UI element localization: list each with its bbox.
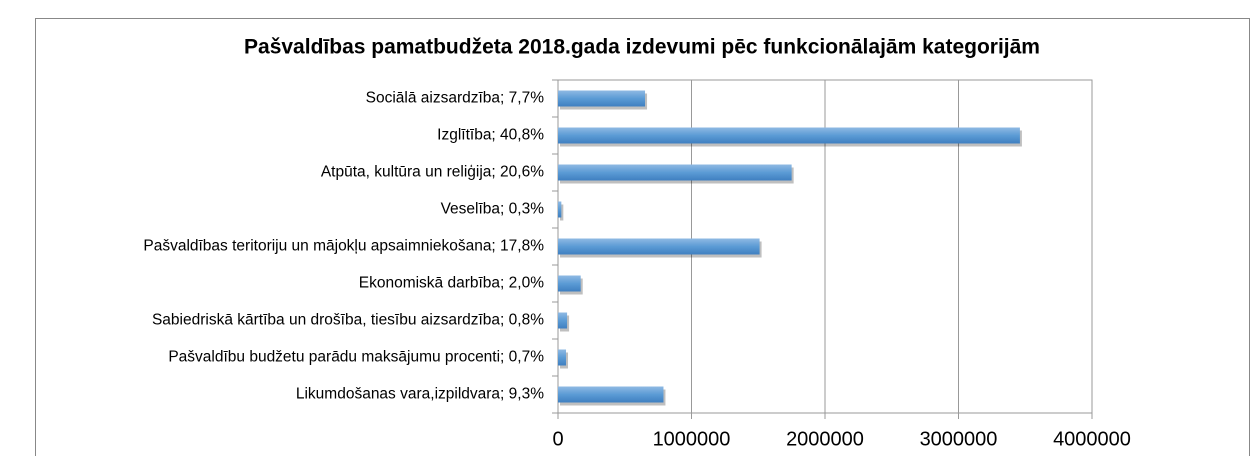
y-tick-label: Sociālā aizsardzība; 7,7%	[366, 90, 545, 107]
x-tick-label: 3000000	[920, 428, 998, 450]
y-tick-label: Likumdošanas vara,izpildvara; 9,3%	[296, 386, 544, 403]
bar-shadow	[560, 204, 564, 221]
bar	[558, 386, 664, 403]
y-tick-label: Pašvaldības teritoriju un mājokļu apsaim…	[143, 238, 544, 255]
chart-title: Pašvaldības pamatbudžeta 2018.gada izdev…	[244, 36, 1040, 59]
bar	[558, 90, 646, 107]
x-tick-label: 4000000	[1053, 428, 1131, 450]
x-tick-label: 2000000	[786, 428, 864, 450]
bar	[558, 275, 581, 292]
y-tick-label: Atpūta, kultūra un reliģija; 20,6%	[321, 164, 544, 181]
x-tick-label: 1000000	[653, 428, 731, 450]
y-tick-label: Pašvaldību budžetu parādu maksājumu proc…	[168, 349, 544, 366]
bar	[558, 349, 567, 366]
bar	[558, 127, 1020, 144]
y-tick-label: Sabiedriskā kārtība un drošība, tiesību …	[152, 312, 544, 329]
bar	[558, 164, 792, 181]
bar	[558, 238, 760, 255]
y-tick-label: Ekonomiskā darbība; 2,0%	[359, 275, 544, 292]
y-tick-label: Izglītība; 40,8%	[437, 127, 544, 144]
bar	[558, 201, 562, 218]
x-tick-label: 0	[552, 428, 563, 450]
y-tick-label: Veselība; 0,3%	[441, 201, 545, 218]
bar	[558, 312, 568, 329]
